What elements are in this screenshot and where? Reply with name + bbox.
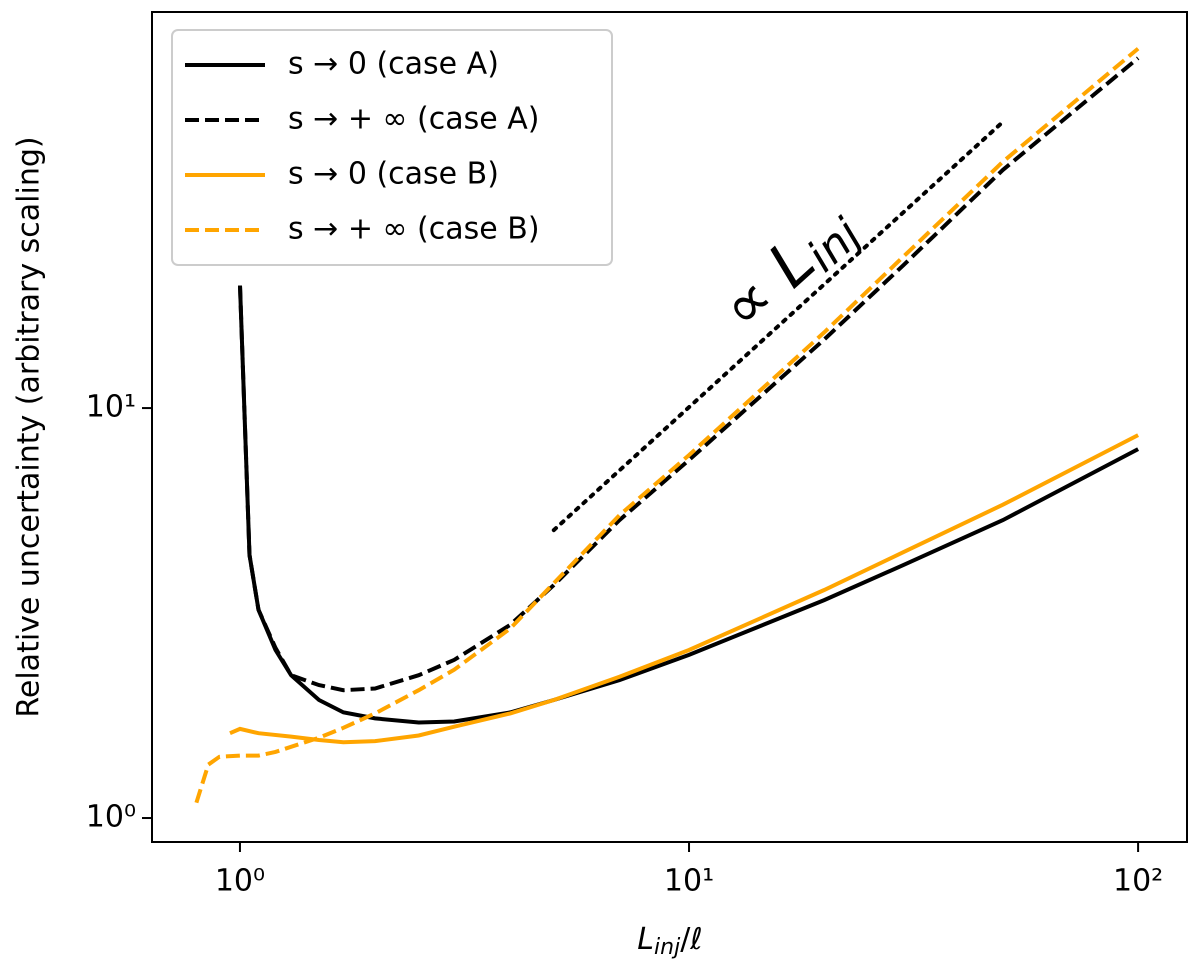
annotation: ∝ Linj — [707, 189, 872, 348]
series-line — [194, 47, 1140, 804]
x-tick-label: 10² — [1113, 864, 1163, 899]
x-label-main: L — [637, 922, 654, 957]
x-tick-label: 10¹ — [664, 864, 714, 899]
legend-label: s → + ∞ (case B) — [288, 212, 540, 247]
y-tick-label: 10¹ — [86, 390, 136, 425]
legend-box — [171, 29, 613, 266]
plot-frame — [151, 11, 1188, 843]
x-label-sub: inj — [654, 935, 681, 959]
y-axis-label: Relative uncertainty (arbitrary scaling) — [12, 136, 47, 717]
x-axis-label-text: Linj/ℓ — [637, 922, 702, 959]
x-label-rest: /ℓ — [680, 922, 703, 957]
legend-label: s → 0 (case B) — [288, 157, 499, 192]
legend: s → 0 (case A) s → + ∞ (case A) s → 0 (cas… — [171, 29, 613, 266]
legend-label: s → + ∞ (case A) — [288, 102, 539, 137]
legend-label: s → 0 (case A) — [288, 47, 499, 82]
x-tick-label: 10⁰ — [215, 864, 265, 899]
x-axis-label: Linj/ℓ — [637, 922, 702, 959]
y-tick-label: 10⁰ — [86, 800, 136, 835]
series-line — [229, 433, 1140, 745]
series-line — [238, 56, 1140, 693]
reference-line — [551, 119, 1005, 533]
